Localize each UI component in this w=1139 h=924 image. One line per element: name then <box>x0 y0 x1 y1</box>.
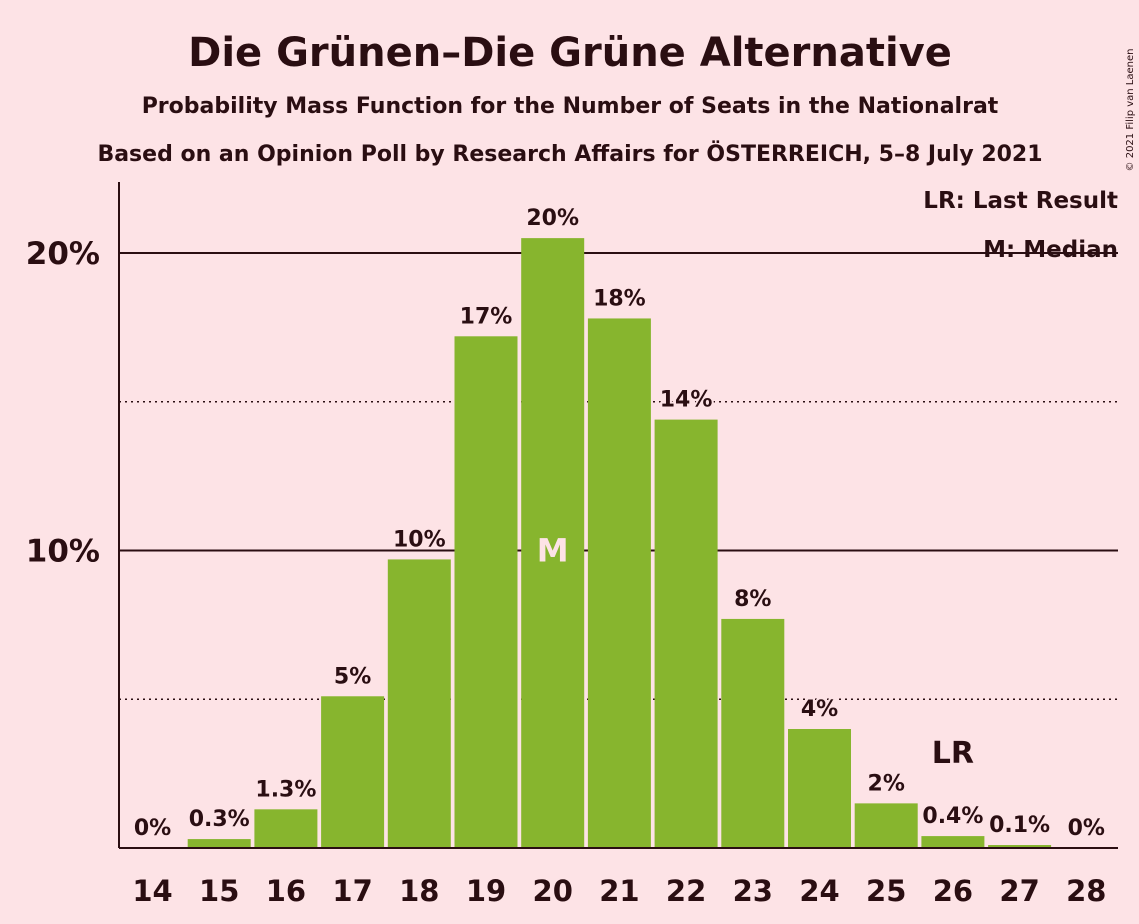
bar-value-label: 20% <box>526 206 579 231</box>
bar-value-label: 0.3% <box>189 807 250 832</box>
bar <box>187 839 251 848</box>
x-tick-label: 25 <box>866 874 906 908</box>
x-tick-label: 27 <box>999 874 1039 908</box>
x-tick-label: 18 <box>399 874 439 908</box>
x-axis-ticks: 14 15 16 17 18 19 20 21 22 23 24 25 26 27 28 <box>132 874 1106 908</box>
bar-value-label: 10% <box>393 527 446 552</box>
bar <box>387 559 451 848</box>
bar <box>654 419 718 848</box>
chart-subtitle-source: Based on an Opinion Poll by Research Aff… <box>97 141 1042 167</box>
x-tick-label: 14 <box>132 874 172 908</box>
x-tick-label: 20 <box>533 874 573 908</box>
bar-labels: 0% 0.3%1.3% 5% 10% 17% 20% 18% 14% 8% 4% 2% 0.4% 0.1… <box>132 204 1107 843</box>
last-result-marker: LR <box>932 736 974 771</box>
bar-value-label: 2% <box>868 771 905 796</box>
bar-value-label: 4% <box>801 697 838 722</box>
bar <box>721 618 785 848</box>
bar-value-label: 8% <box>734 587 771 612</box>
bar-value-label: 0.4% <box>922 804 983 829</box>
x-tick-label: 23 <box>733 874 773 908</box>
legend-median: M: Median <box>983 237 1118 263</box>
x-tick-label: 17 <box>332 874 372 908</box>
median-marker: M <box>537 532 569 570</box>
x-tick-label: 19 <box>466 874 506 908</box>
bar <box>454 336 518 848</box>
x-tick-label: 16 <box>266 874 306 908</box>
bar <box>921 836 985 848</box>
x-tick-label: 24 <box>799 874 839 908</box>
x-tick-label: 28 <box>1066 874 1106 908</box>
bar-value-label: 0.1% <box>989 813 1050 838</box>
bars <box>187 238 1052 848</box>
bar <box>854 803 918 848</box>
bar <box>988 845 1052 848</box>
bar-value-label: 14% <box>660 388 713 413</box>
y-tick-label: 10% <box>26 534 100 570</box>
x-tick-label: 15 <box>199 874 239 908</box>
bar-value-label: 17% <box>460 304 513 329</box>
bar-value-label: 1.3% <box>255 777 316 802</box>
x-tick-label: 22 <box>666 874 706 908</box>
bar-value-label: 18% <box>593 286 646 311</box>
bar-value-label: 5% <box>334 664 371 689</box>
y-tick-label: 20% <box>26 236 100 272</box>
chart-marks: M LR <box>537 532 974 772</box>
copyright-note: © 2021 Filip van Laenen <box>1125 49 1136 172</box>
bar <box>587 318 651 848</box>
x-tick-label: 26 <box>933 874 973 908</box>
bar <box>321 696 385 848</box>
bar <box>254 809 318 848</box>
bar <box>521 238 585 848</box>
bar-value-label: 0% <box>1068 816 1105 841</box>
bar <box>788 729 851 848</box>
bar-value-label: 0% <box>134 816 171 841</box>
legend-last-result: LR: Last Result <box>923 188 1118 214</box>
chart-subtitle: Probability Mass Function for the Number… <box>142 94 999 119</box>
y-axis-ticks: 10% 20% <box>26 236 100 570</box>
chart-title: Die Grünen–Die Grüne Alternative <box>188 30 952 76</box>
x-tick-label: 21 <box>599 874 639 908</box>
